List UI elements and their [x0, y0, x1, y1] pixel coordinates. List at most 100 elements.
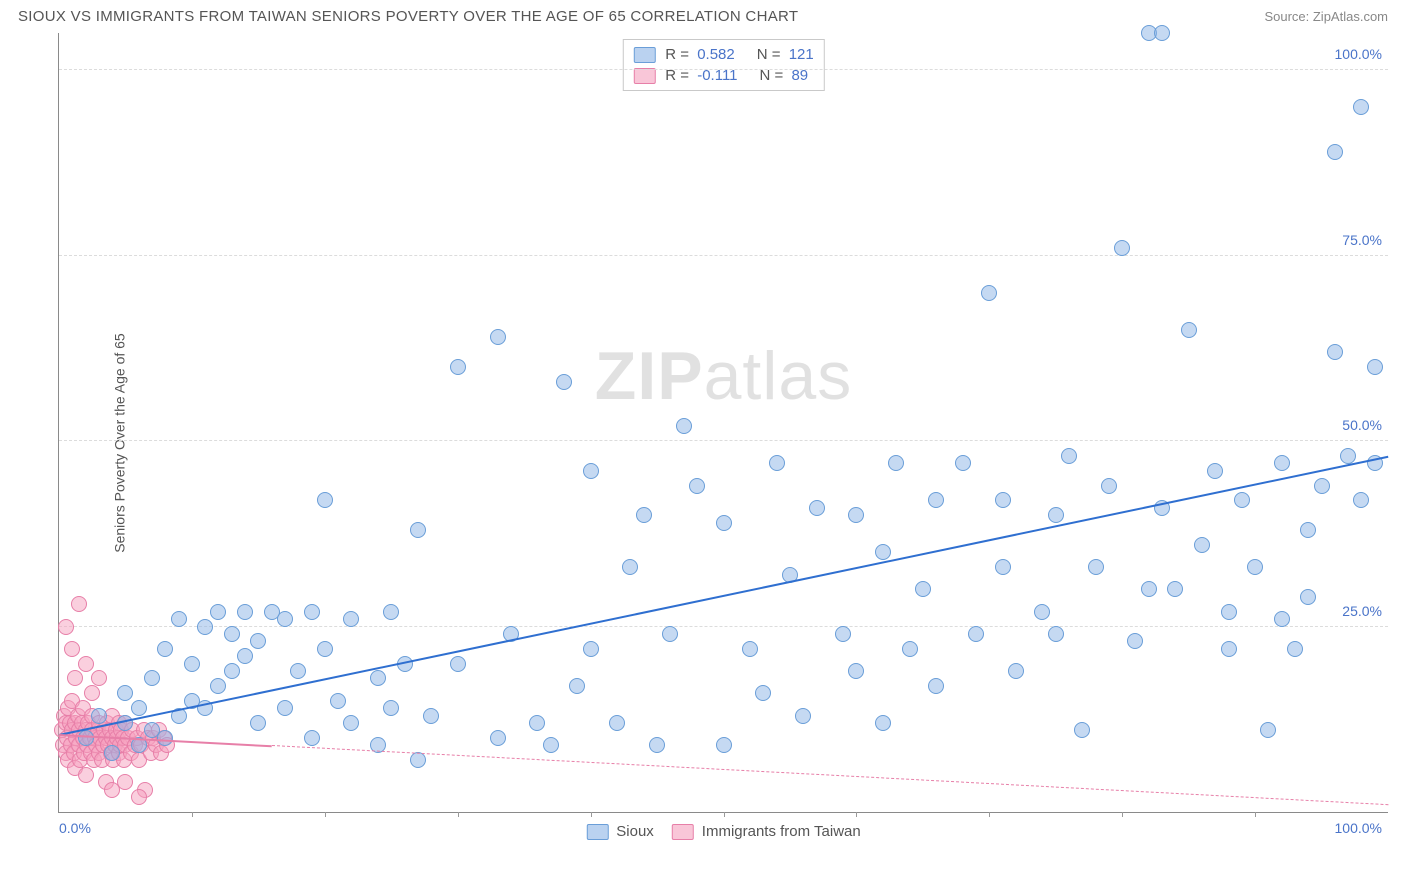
blue-point — [91, 708, 107, 724]
blue-point — [157, 730, 173, 746]
blue-point — [622, 559, 638, 575]
blue-point — [636, 507, 652, 523]
blue-point — [224, 663, 240, 679]
blue-point — [304, 604, 320, 620]
blue-point — [490, 329, 506, 345]
blue-point — [968, 626, 984, 642]
blue-point — [250, 633, 266, 649]
x-minor-tick — [856, 812, 857, 817]
blue-point — [410, 752, 426, 768]
blue-point — [1181, 322, 1197, 338]
blue-point — [955, 455, 971, 471]
blue-point — [1300, 589, 1316, 605]
gridline — [59, 440, 1388, 441]
blue-point — [423, 708, 439, 724]
blue-point — [237, 648, 253, 664]
blue-point — [1154, 25, 1170, 41]
blue-point — [343, 611, 359, 627]
pink-point — [117, 774, 133, 790]
blue-point — [210, 604, 226, 620]
plot-area: ZIPatlas R = 0.582N = 121R = -0.111N = 8… — [58, 33, 1388, 813]
blue-point — [490, 730, 506, 746]
blue-point — [928, 492, 944, 508]
x-minor-tick — [1255, 812, 1256, 817]
pink-point — [58, 619, 74, 635]
blue-point — [1300, 522, 1316, 538]
y-tick-label: 50.0% — [1342, 417, 1382, 433]
n-label: N = 121 — [757, 46, 814, 63]
blue-point — [583, 463, 599, 479]
regression-line — [59, 456, 1388, 736]
legend-swatch — [633, 47, 655, 63]
blue-point — [1260, 722, 1276, 738]
x-minor-tick — [1122, 812, 1123, 817]
blue-point — [117, 685, 133, 701]
blue-point — [1274, 611, 1290, 627]
blue-point — [1101, 478, 1117, 494]
blue-point — [1048, 626, 1064, 642]
gridline — [59, 255, 1388, 256]
blue-point — [1088, 559, 1104, 575]
chart-container: Seniors Poverty Over the Age of 65 ZIPat… — [18, 33, 1388, 853]
blue-point — [888, 455, 904, 471]
blue-point — [809, 500, 825, 516]
blue-point — [1194, 537, 1210, 553]
x-tick-min: 0.0% — [59, 820, 91, 836]
blue-point — [157, 641, 173, 657]
blue-point — [795, 708, 811, 724]
blue-point — [1327, 144, 1343, 160]
blue-point — [609, 715, 625, 731]
blue-point — [250, 715, 266, 731]
blue-point — [875, 715, 891, 731]
gridline — [59, 626, 1388, 627]
watermark: ZIPatlas — [595, 337, 852, 415]
blue-point — [649, 737, 665, 753]
blue-point — [1353, 492, 1369, 508]
blue-point — [1048, 507, 1064, 523]
blue-point — [915, 581, 931, 597]
blue-point — [1274, 455, 1290, 471]
blue-point — [450, 656, 466, 672]
blue-point — [237, 604, 253, 620]
blue-point — [144, 670, 160, 686]
blue-point — [1221, 641, 1237, 657]
pink-point — [131, 789, 147, 805]
blue-point — [383, 604, 399, 620]
blue-point — [1221, 604, 1237, 620]
blue-point — [742, 641, 758, 657]
blue-point — [1167, 581, 1183, 597]
blue-point — [383, 700, 399, 716]
blue-point — [995, 492, 1011, 508]
blue-point — [1207, 463, 1223, 479]
blue-point — [1074, 722, 1090, 738]
blue-point — [277, 611, 293, 627]
blue-point — [716, 737, 732, 753]
blue-point — [928, 678, 944, 694]
blue-point — [716, 515, 732, 531]
blue-point — [769, 455, 785, 471]
pink-point — [64, 641, 80, 657]
legend-swatch — [586, 824, 608, 840]
blue-point — [1008, 663, 1024, 679]
blue-point — [131, 700, 147, 716]
blue-point — [1314, 478, 1330, 494]
blue-point — [835, 626, 851, 642]
blue-point — [676, 418, 692, 434]
blue-point — [995, 559, 1011, 575]
pink-point — [84, 685, 100, 701]
blue-point — [1234, 492, 1250, 508]
blue-point — [78, 730, 94, 746]
blue-point — [1114, 240, 1130, 256]
x-minor-tick — [591, 812, 592, 817]
blue-point — [1340, 448, 1356, 464]
blue-point — [104, 745, 120, 761]
blue-point — [902, 641, 918, 657]
blue-point — [317, 641, 333, 657]
legend-series: SiouxImmigrants from Taiwan — [586, 823, 860, 840]
blue-point — [1034, 604, 1050, 620]
r-label: R = 0.582 — [665, 46, 734, 63]
blue-point — [410, 522, 426, 538]
x-minor-tick — [192, 812, 193, 817]
blue-point — [450, 359, 466, 375]
blue-point — [184, 656, 200, 672]
